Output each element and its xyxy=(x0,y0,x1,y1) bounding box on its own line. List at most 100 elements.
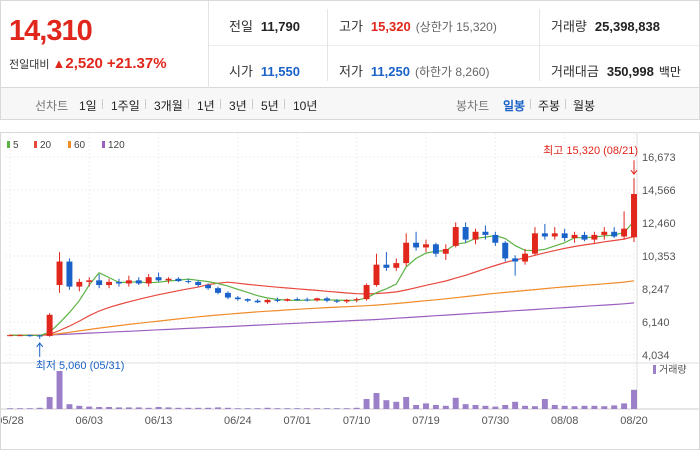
volume-bar xyxy=(571,406,578,409)
toolbar-separator xyxy=(284,99,285,109)
candle-body xyxy=(234,297,241,300)
candle-body xyxy=(601,231,608,235)
candle-body xyxy=(254,300,261,303)
candle-body xyxy=(96,280,103,286)
candle-body xyxy=(215,288,221,293)
volume-bar xyxy=(591,405,598,409)
range-3m[interactable]: 3개월 xyxy=(154,99,183,113)
candle-chart-label: 봉차트 xyxy=(456,99,490,113)
volume-bar xyxy=(224,407,231,409)
high-annotation: 최고 15,320 (08/21) xyxy=(543,144,638,157)
y-tick-label: 4,034 xyxy=(642,350,670,362)
volume-bar xyxy=(522,405,529,409)
volume-bar xyxy=(442,405,449,409)
volume-bar xyxy=(393,401,400,409)
volume-bar xyxy=(502,405,509,409)
toolbar-separator xyxy=(220,99,221,109)
volume-bar xyxy=(472,405,479,409)
toolbar-separator xyxy=(188,99,189,109)
stats-col-divider xyxy=(327,9,328,81)
candle-body xyxy=(106,281,113,286)
legend-label: 120 xyxy=(108,140,125,151)
candle-body xyxy=(413,242,420,248)
volume-bar xyxy=(323,408,330,409)
volume-bar xyxy=(333,408,340,409)
volume-bar xyxy=(185,407,192,409)
candle-daily[interactable]: 일봉 xyxy=(503,99,526,113)
volume-bar xyxy=(462,404,469,409)
candle-body xyxy=(541,233,548,237)
candle-body xyxy=(264,299,271,303)
toolbar-separator xyxy=(530,99,531,109)
candle-body xyxy=(512,258,519,262)
candle-weekly[interactable]: 주봉 xyxy=(538,99,561,113)
quote-summary: 14,310 전일대비 ▲2,520 +21.37% 전일 11,790 고가 15,3… xyxy=(0,0,700,89)
volume-bar xyxy=(284,408,291,409)
moving-average-ma60 xyxy=(10,280,635,336)
legend-label: 60 xyxy=(74,140,86,151)
volume-legend-label: 거래량 xyxy=(659,364,687,376)
candle-body xyxy=(571,234,578,239)
candle-body xyxy=(135,280,142,284)
volume-bar xyxy=(135,407,142,409)
volume-bar xyxy=(432,405,439,409)
volume-bar xyxy=(482,405,489,409)
moving-average-ma120 xyxy=(10,302,635,336)
volume-bar xyxy=(363,399,370,409)
volume-bar xyxy=(512,401,519,409)
range-5y[interactable]: 5년 xyxy=(261,99,279,113)
candle-body xyxy=(284,299,291,301)
stat-open: 시가 11,550 xyxy=(229,64,300,79)
legend-swatch xyxy=(7,141,10,148)
candle-body xyxy=(274,299,281,301)
candle-body xyxy=(145,277,152,284)
candle-body xyxy=(86,280,93,282)
volume-bar xyxy=(551,405,558,409)
candle-monthly[interactable]: 월봉 xyxy=(573,99,596,113)
candle-body xyxy=(76,281,83,287)
x-tick-label: 07/19 xyxy=(412,415,440,427)
range-1y[interactable]: 1년 xyxy=(197,99,215,113)
candle-body xyxy=(611,231,618,237)
volume-bar xyxy=(373,393,380,409)
volume-bar xyxy=(76,405,83,409)
price-change: 전일대비 ▲2,520 +21.37% xyxy=(9,55,167,72)
volume-bar xyxy=(96,407,103,409)
x-tick-label: 07/30 xyxy=(482,415,510,427)
volume-bar xyxy=(621,403,628,409)
candle-body xyxy=(205,285,212,289)
candle-body xyxy=(46,314,53,336)
volume-bar xyxy=(383,400,390,409)
candle-body xyxy=(224,292,231,298)
current-price: 14,310 xyxy=(9,15,93,47)
volume-bar xyxy=(403,397,410,409)
candle-body xyxy=(551,233,558,237)
volume-bar xyxy=(16,408,23,409)
volume-bar xyxy=(234,408,241,409)
volume-bar xyxy=(125,407,132,409)
stock-chart[interactable]: 16,673 14,566 12,460 10,353 8,247 6,140 4,034 0… xyxy=(0,132,700,450)
candle-body xyxy=(383,264,390,268)
volume-bar xyxy=(175,407,182,409)
volume-bar xyxy=(294,408,301,409)
candle-body xyxy=(631,194,637,238)
volume-bar xyxy=(115,407,122,409)
volume-bar xyxy=(492,406,499,409)
candle-body xyxy=(561,233,568,239)
range-3y[interactable]: 3년 xyxy=(229,99,247,113)
candle-body xyxy=(423,244,429,248)
range-1w[interactable]: 1주일 xyxy=(111,99,140,113)
volume-bar xyxy=(611,405,618,409)
range-10y[interactable]: 10년 xyxy=(293,99,318,113)
candle-body xyxy=(482,231,489,235)
volume-bar xyxy=(36,407,43,409)
volume-bar xyxy=(314,408,321,409)
candle-body xyxy=(165,278,172,281)
x-tick-label: 08/08 xyxy=(551,415,579,427)
up-triangle-icon: ▲ xyxy=(52,56,66,71)
y-tick-label: 14,566 xyxy=(642,185,676,197)
legend-swatch xyxy=(34,141,37,148)
x-tick-label: 06/13 xyxy=(145,415,173,427)
volume-bar xyxy=(7,408,13,409)
range-1d[interactable]: 1일 xyxy=(79,99,97,113)
